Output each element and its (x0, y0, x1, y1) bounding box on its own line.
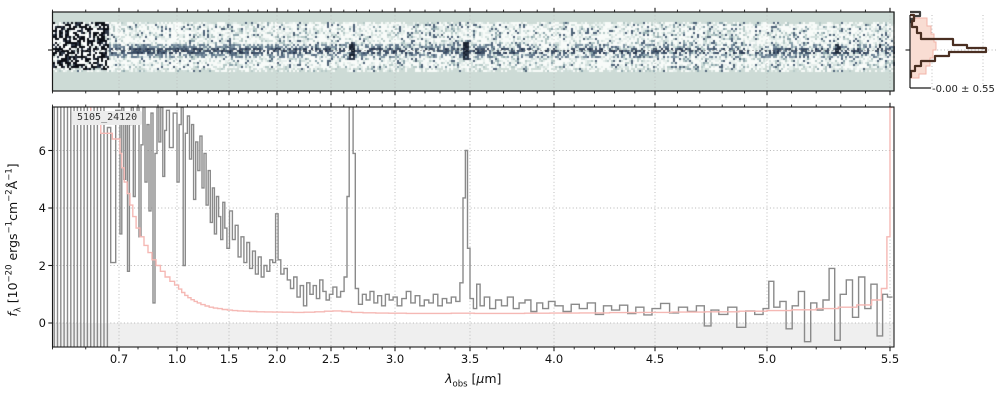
histogram-stats-label: -0.00 ± 0.55 (932, 83, 995, 95)
spectrum-2d-image (53, 12, 895, 91)
flux-spectrum-line (52, 107, 893, 347)
histogram-outline-step (909, 13, 988, 79)
y-tick-label: 4 (38, 201, 46, 215)
y-tick-label: 2 (38, 258, 46, 273)
x-axis-label: λobs [μm] (445, 371, 502, 390)
x-tick-label: 3.0 (385, 352, 405, 366)
below-zero-band (52, 323, 894, 347)
x-tick-label: 3.5 (460, 352, 480, 366)
x-tick-label: 5.0 (757, 352, 777, 366)
x-tick-label: 2.0 (267, 352, 287, 366)
x-tick-label: 5.5 (880, 352, 900, 366)
uncertainty-spectrum-line (90, 107, 893, 315)
x-tick-label: 1.0 (167, 352, 187, 366)
x-tick-label: 2.5 (321, 352, 341, 366)
y-tick-label: 0 (38, 316, 46, 330)
x-tick-label: 0.7 (109, 352, 129, 366)
x-tick-label: 4.5 (645, 352, 665, 366)
x-tick-label: 4.0 (544, 352, 564, 366)
y-tick-label: 6 (38, 143, 46, 158)
x-tick-label: 1.5 (219, 352, 239, 366)
source-id-label: 5105_24120 (72, 111, 143, 125)
y-axis-label: fλ [10−20 ergs−1cm−2Å−1] (4, 163, 24, 317)
